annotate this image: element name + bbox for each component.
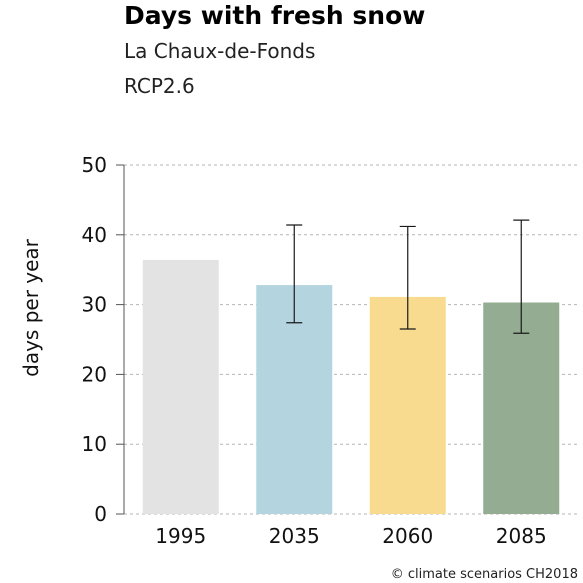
y-tick-label: 40 — [82, 223, 107, 247]
y-tick-label: 0 — [94, 502, 107, 526]
y-tick-label: 30 — [82, 293, 107, 317]
bars — [142, 259, 560, 514]
x-tick-label-1995: 1995 — [155, 524, 206, 548]
copyright-credit: © climate scenarios CH2018 — [391, 567, 578, 582]
x-tick-labels: 1995 2035 2060 2085 — [155, 524, 546, 548]
x-tick-label-2035: 2035 — [269, 524, 320, 548]
x-tick-label-2085: 2085 — [496, 524, 547, 548]
error-bars — [286, 219, 530, 334]
x-tick-label-2060: 2060 — [382, 524, 433, 548]
error-bar-2035 — [286, 224, 303, 324]
bar-2060 — [369, 296, 446, 514]
bar-2085 — [483, 302, 560, 514]
scenario-label: RCP2.6 — [124, 74, 195, 98]
error-bar-2085 — [513, 219, 530, 334]
y-tick-label: 10 — [82, 432, 107, 456]
error-bar-2060 — [399, 225, 416, 330]
bar-1995 — [142, 259, 219, 514]
axes — [116, 164, 125, 515]
chart-title: Days with fresh snow — [124, 1, 425, 30]
y-axis-label: days per year — [19, 238, 43, 377]
y-tick-labels: 0 10 20 30 40 50 — [82, 153, 107, 526]
y-tick-label: 20 — [82, 362, 107, 386]
y-tick-label: 50 — [82, 153, 107, 177]
chart-subtitle: La Chaux-de-Fonds — [124, 39, 315, 63]
